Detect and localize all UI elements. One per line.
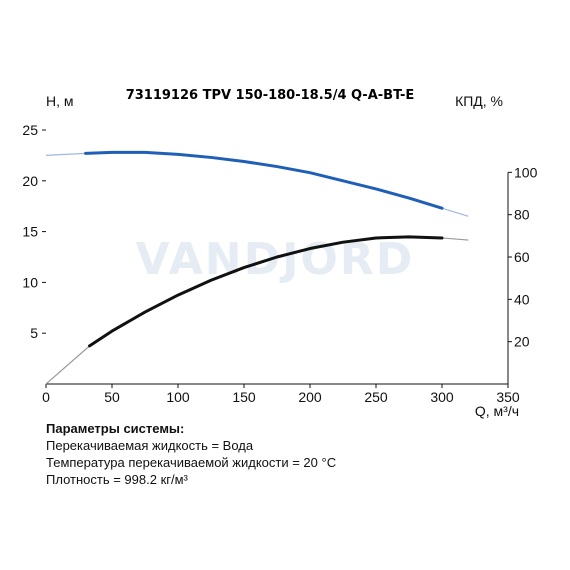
- watermark-text: VANDJORD: [136, 234, 415, 285]
- y-axis-left-label: H, м: [46, 93, 74, 109]
- series-0-extension: [45, 151, 469, 217]
- y-axis-right-label: КПД, %: [455, 93, 503, 109]
- y-left-tick-label: 10: [22, 274, 38, 290]
- x-tick-label: 250: [364, 389, 388, 405]
- x-tick-label: 200: [298, 389, 322, 405]
- axes: 0 50 100 150 200 250 300 350 5 10 15 20 25 20 40 60 80 10…: [22, 122, 537, 405]
- x-tick-label: 300: [430, 389, 454, 405]
- y-left-tick-label: 25: [22, 122, 38, 138]
- x-tick-label: 350: [496, 389, 520, 405]
- x-tick-label: 0: [42, 389, 50, 405]
- param-temperature: Температура перекачиваемой жидкости = 20…: [46, 455, 337, 470]
- x-axis-label: Q, м³/ч: [475, 403, 519, 419]
- y-right-tick-label: 100: [514, 164, 538, 180]
- params-heading: Параметры системы:: [46, 421, 185, 436]
- chart-title: 73119126 TPV 150-180-18.5/4 Q-A-BT-E: [126, 88, 415, 103]
- y-right-tick-label: 80: [514, 207, 530, 223]
- y-left-tick-label: 5: [30, 325, 38, 341]
- x-tick-label: 100: [166, 389, 190, 405]
- param-liquid: Перекачиваемая жидкость = Вода: [46, 438, 254, 453]
- y-left-tick-label: 15: [22, 224, 38, 240]
- system-parameters: Параметры системы: Перекачиваемая жидкос…: [46, 420, 336, 488]
- y-left-tick-label: 20: [22, 173, 38, 189]
- param-density: Плотность = 998.2 кг/м³: [46, 472, 188, 487]
- y-right-tick-label: 60: [514, 249, 530, 265]
- y-right-tick-label: 20: [514, 334, 530, 350]
- series: [45, 150, 469, 385]
- x-tick-label: 150: [232, 389, 256, 405]
- series-1-line: [88, 235, 444, 348]
- x-tick-label: 50: [104, 389, 120, 405]
- series-0-line: [84, 150, 444, 210]
- y-right-tick-label: 40: [514, 291, 530, 307]
